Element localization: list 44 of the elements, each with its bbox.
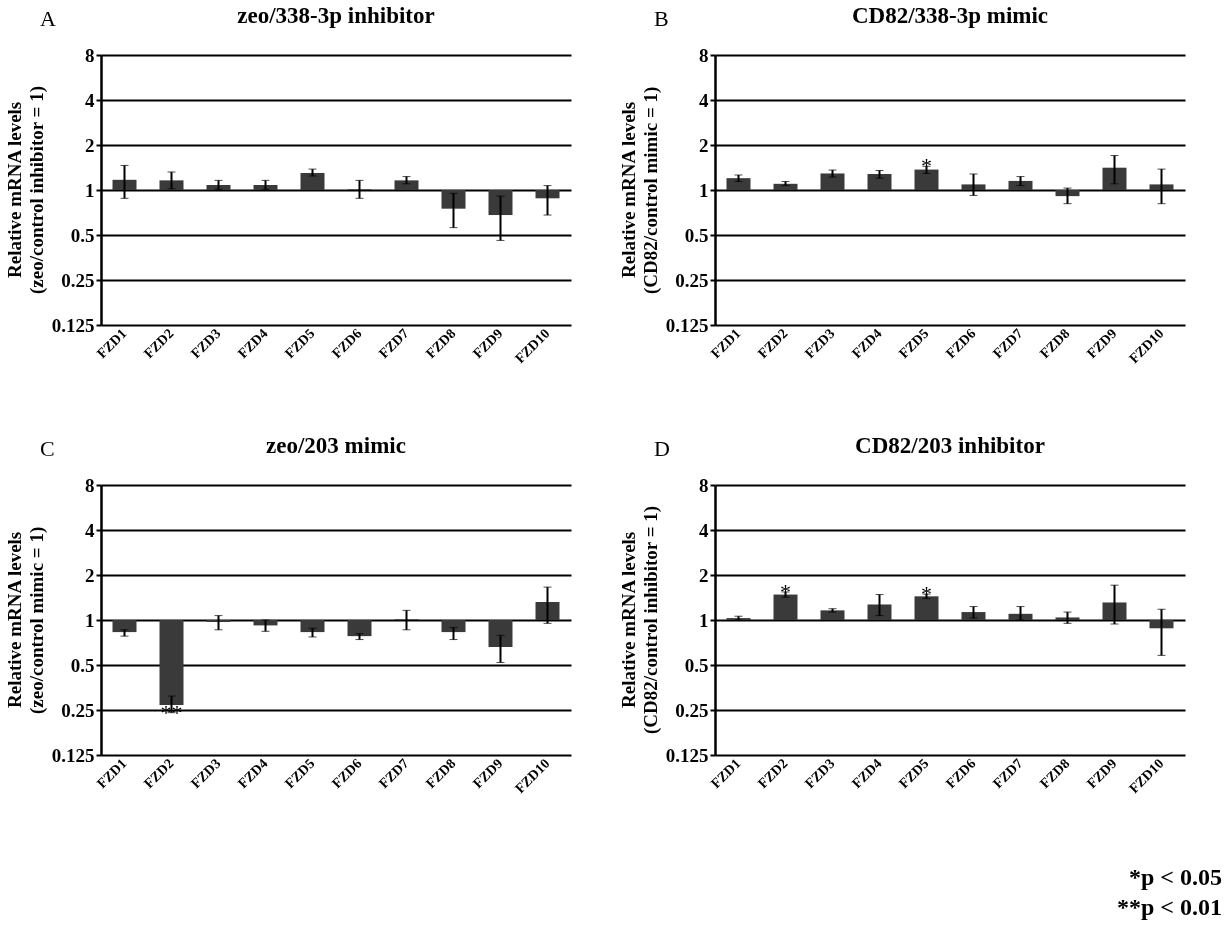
chart-title: CD82/338-3p mimic bbox=[851, 3, 1049, 28]
y-axis-title: Relative mRNA levels (zeo/control mimic = 1) bbox=[4, 525, 48, 716]
chart-title: CD82/203 inhibitor bbox=[855, 433, 1045, 458]
y-tick-label: 0.25 bbox=[675, 269, 709, 291]
y-tick-label: 1 bbox=[85, 179, 95, 201]
y-tick-label: 0.5 bbox=[684, 224, 709, 246]
y-axis-title: Relative mRNA levels (zeo/control inhibitor = 1) bbox=[4, 85, 48, 296]
y-tick-label: 0.125 bbox=[51, 314, 95, 336]
y-tick-label: 0.25 bbox=[675, 699, 709, 721]
y-tick-label: 1 bbox=[699, 179, 709, 201]
y-tick-label: 8 bbox=[699, 44, 709, 66]
y-tick-label: 2 bbox=[699, 564, 709, 586]
annotation: * bbox=[921, 581, 932, 607]
y-tick-label: 4 bbox=[699, 519, 709, 541]
text: *p < 0.05 bbox=[1127, 863, 1222, 892]
y-tick-label: 4 bbox=[85, 89, 95, 111]
text: C bbox=[40, 436, 55, 462]
y-axis-title: Relative mRNA levels (CD82/control mimic = 1) bbox=[618, 85, 662, 296]
y-tick-label: 8 bbox=[699, 474, 709, 496]
text: A bbox=[40, 6, 56, 32]
y-tick-label: 0.125 bbox=[665, 744, 709, 766]
y-tick-label: 4 bbox=[85, 519, 95, 541]
chart-title: zeo/203 mimic bbox=[266, 433, 406, 458]
y-tick-label: 0.125 bbox=[51, 744, 95, 766]
y-tick-label: 0.125 bbox=[665, 314, 709, 336]
y-tick-label: 2 bbox=[85, 134, 95, 156]
text: B bbox=[654, 6, 669, 32]
annotation: * bbox=[780, 578, 791, 604]
text: **p < 0.01 bbox=[1116, 893, 1222, 922]
y-tick-label: 8 bbox=[85, 44, 95, 66]
y-tick-label: 0.5 bbox=[70, 224, 95, 246]
chart-title: zeo/338-3p inhibitor bbox=[237, 3, 435, 28]
y-tick-label: 0.5 bbox=[684, 654, 709, 676]
text: D bbox=[654, 436, 670, 462]
y-tick-label: 0.25 bbox=[61, 269, 95, 291]
y-tick-label: 1 bbox=[85, 609, 95, 631]
y-tick-label: 4 bbox=[699, 89, 709, 111]
y-axis-title: Relative mRNA levels (CD82/control inhibitor = 1) bbox=[618, 504, 662, 737]
y-tick-label: 2 bbox=[699, 134, 709, 156]
y-tick-label: 0.5 bbox=[70, 654, 95, 676]
y-tick-label: 2 bbox=[85, 564, 95, 586]
y-tick-label: 0.25 bbox=[61, 699, 95, 721]
y-tick-label: 8 bbox=[85, 474, 95, 496]
y-tick-label: 1 bbox=[699, 609, 709, 631]
